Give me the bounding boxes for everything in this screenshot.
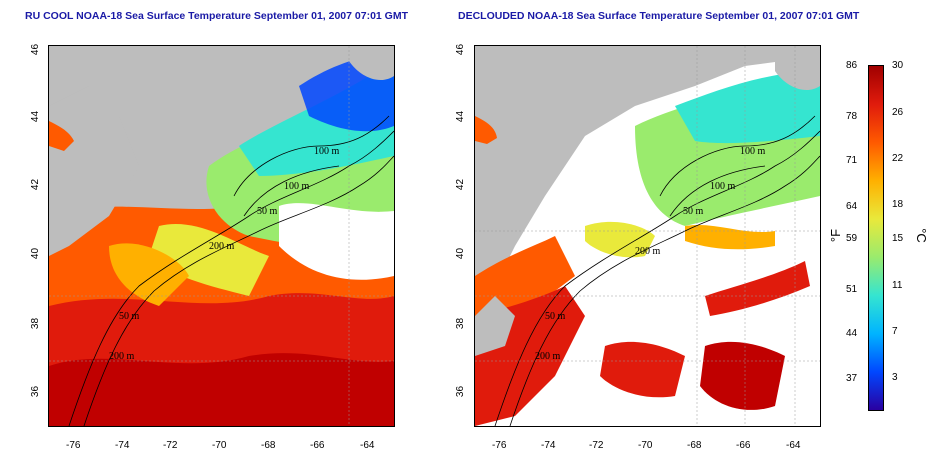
colorbar-f-label: 59 xyxy=(846,233,858,244)
colorbar-c-label: 22 xyxy=(892,153,904,164)
left-map-canvas xyxy=(49,46,394,426)
left-lon-tick: -72 xyxy=(163,440,178,451)
right-contour-100m-a: 100 m xyxy=(740,146,766,157)
right-lon-tick: -76 xyxy=(492,440,507,451)
right-contour-200m: 200 m xyxy=(635,246,661,257)
right-lon-tick: -64 xyxy=(786,440,801,451)
left-contour-50m: 50 m xyxy=(257,206,278,217)
colorbar-f-label: 78 xyxy=(846,111,858,122)
right-contour-50m: 50 m xyxy=(683,206,704,217)
left-contour-100m-b: 100 m xyxy=(284,181,310,192)
left-lat-tick: 46 xyxy=(30,43,42,56)
right-lon-tick: -66 xyxy=(736,440,751,451)
left-lon-tick: -68 xyxy=(261,440,276,451)
colorbar-f-label: 51 xyxy=(846,284,858,295)
right-lat-tick: 42 xyxy=(455,178,467,191)
celsius-unit-label: °C xyxy=(913,228,929,243)
left-lon-tick: -70 xyxy=(212,440,227,451)
left-lat-tick: 40 xyxy=(30,247,42,260)
left-lat-tick: 42 xyxy=(30,178,42,191)
left-lat-tick: 44 xyxy=(30,110,42,123)
right-lat-tick: 44 xyxy=(455,110,467,123)
right-lat-tick: 36 xyxy=(455,385,467,398)
left-lat-tick: 36 xyxy=(30,385,42,398)
right-lon-tick: -70 xyxy=(638,440,653,451)
colorbar-f-label: 37 xyxy=(846,373,858,384)
right-map-title: DECLOUDED NOAA-18 Sea Surface Temperatur… xyxy=(458,10,860,22)
left-lon-tick: -66 xyxy=(310,440,325,451)
left-lat-tick: 38 xyxy=(30,317,42,330)
right-lat-tick: 40 xyxy=(455,247,467,260)
colorbar-f-label: 86 xyxy=(846,60,858,71)
left-lon-tick: -74 xyxy=(115,440,130,451)
fahrenheit-unit-label: °F xyxy=(828,228,844,243)
colorbar-f-label: 44 xyxy=(846,328,858,339)
temperature-colorbar xyxy=(868,65,884,411)
right-lat-tick: 46 xyxy=(455,43,467,56)
colorbar-c-label: 30 xyxy=(892,60,904,71)
left-lon-tick: -64 xyxy=(360,440,375,451)
colorbar-c-label: 7 xyxy=(892,326,898,337)
left-contour-50m-b: 50 m xyxy=(119,311,140,322)
right-contour-100m-b: 100 m xyxy=(710,181,736,192)
right-lon-tick: -72 xyxy=(589,440,604,451)
colorbar-f-label: 71 xyxy=(846,155,858,166)
right-lat-tick: 38 xyxy=(455,317,467,330)
colorbar-c-label: 18 xyxy=(892,199,904,210)
left-map-title: RU COOL NOAA-18 Sea Surface Temperature … xyxy=(25,10,409,22)
colorbar-c-label: 26 xyxy=(892,107,904,118)
left-sst-map: 100 m 100 m 50 m 200 m 50 m 200 m xyxy=(48,45,395,427)
right-contour-50m-b: 50 m xyxy=(545,311,566,322)
left-lon-tick: -76 xyxy=(66,440,81,451)
right-lon-tick: -68 xyxy=(687,440,702,451)
left-contour-200m-b: 200 m xyxy=(109,351,135,362)
colorbar-c-label: 15 xyxy=(892,233,904,244)
colorbar-c-label: 3 xyxy=(892,372,898,383)
colorbar-f-label: 64 xyxy=(846,201,858,212)
right-map-canvas xyxy=(475,46,820,426)
right-sst-map: 100 m 100 m 50 m 200 m 50 m 200 m xyxy=(474,45,821,427)
right-contour-200m-b: 200 m xyxy=(535,351,561,362)
left-contour-200m: 200 m xyxy=(209,241,235,252)
right-lon-tick: -74 xyxy=(541,440,556,451)
left-contour-100m-a: 100 m xyxy=(314,146,340,157)
colorbar-c-label: 11 xyxy=(892,280,903,291)
